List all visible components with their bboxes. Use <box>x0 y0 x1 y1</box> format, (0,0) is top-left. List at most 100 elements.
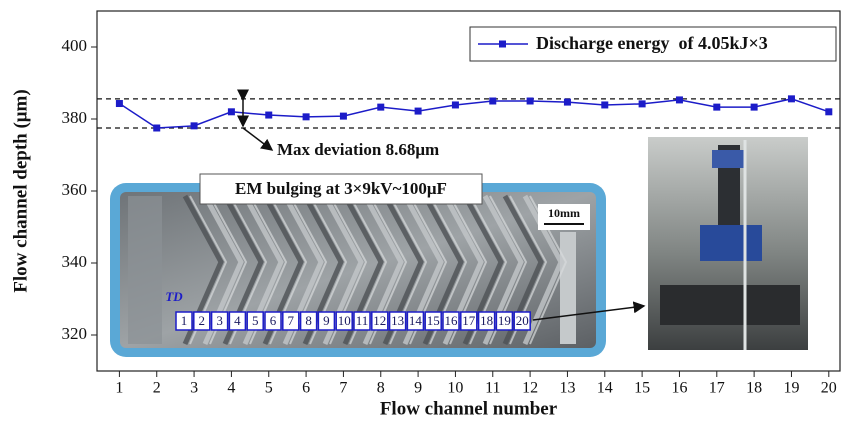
point <box>750 103 758 111</box>
y-tick-label: 360 <box>62 180 88 199</box>
point <box>153 124 161 132</box>
channel-label: 13 <box>391 313 404 328</box>
channel-box <box>477 311 496 331</box>
scale-box <box>538 204 590 230</box>
x-tick-label: 4 <box>227 380 235 397</box>
point <box>302 113 310 121</box>
y-tick-label: 340 <box>62 252 88 271</box>
photo-body <box>700 225 762 261</box>
deviation-pointer <box>242 127 274 151</box>
channel-label: 14 <box>409 313 423 328</box>
point <box>713 103 721 111</box>
point <box>825 108 833 116</box>
x-tick-label: 13 <box>559 380 575 397</box>
channel-label: 3 <box>216 313 223 328</box>
point <box>414 107 422 115</box>
deviation-label: Max deviation 8.68μm <box>277 140 439 159</box>
point <box>227 108 235 116</box>
channel-label: 19 <box>498 313 511 328</box>
photo-edge <box>128 196 162 344</box>
direction-label: TD <box>165 289 183 304</box>
channel-label: 16 <box>445 313 459 328</box>
photo-head <box>712 150 744 168</box>
inset-title: EM bulging at 3×9kV~100μF <box>235 179 447 198</box>
y-tick-label: 400 <box>62 36 88 55</box>
channel-box <box>388 311 407 331</box>
channel-box <box>371 311 389 331</box>
channel-label: 5 <box>252 313 259 328</box>
point <box>787 95 795 103</box>
x-tick-label: 12 <box>522 380 538 397</box>
x-tick-label: 6 <box>302 380 310 397</box>
channel-box <box>495 311 514 331</box>
photo-table <box>660 285 800 325</box>
photo-groove-shade <box>269 195 308 345</box>
y-axis-title: Flow channel depth (μm) <box>10 89 31 292</box>
channel-box <box>193 311 211 331</box>
x-tick-label: 2 <box>153 380 161 397</box>
channel-box <box>175 311 193 331</box>
channel-label: 7 <box>288 313 295 328</box>
legend: Discharge energy of 4.05kJ×3 <box>469 26 837 62</box>
x-tick-label: 17 <box>709 380 725 397</box>
x-tick-label: 8 <box>377 380 385 397</box>
point <box>115 100 123 108</box>
point <box>377 103 385 111</box>
point <box>265 111 273 119</box>
x-tick-label: 9 <box>414 380 422 397</box>
photo-groove <box>522 194 564 346</box>
channel-label: 8 <box>305 313 312 328</box>
channel-box <box>513 311 531 331</box>
photo-groove-shade <box>429 195 468 345</box>
y-tick-label: 380 <box>62 108 88 127</box>
channel-box <box>424 311 442 331</box>
pointer-arrow <box>532 301 646 321</box>
channel-label: 2 <box>199 313 206 328</box>
x-tick-label: 19 <box>783 380 799 397</box>
x-tick-label: 1 <box>115 380 123 397</box>
x-tick-label: 11 <box>485 380 500 397</box>
point <box>526 97 534 105</box>
channel-label: 9 <box>323 313 330 328</box>
channel-box <box>406 311 425 331</box>
x-tick-label: 14 <box>597 380 613 397</box>
channel-box <box>299 311 318 331</box>
channel-box <box>317 311 336 331</box>
machine-photo <box>648 137 808 350</box>
point <box>489 97 497 105</box>
point <box>563 98 571 106</box>
channel-box <box>442 311 460 331</box>
channel-label: 17 <box>462 313 476 328</box>
channel-label: 4 <box>234 313 241 328</box>
scale-bar-label: 10mm <box>548 206 580 220</box>
series-line <box>118 98 830 129</box>
x-tick-label: 15 <box>634 380 650 397</box>
point <box>451 101 459 109</box>
channel-label: 20 <box>516 313 529 328</box>
channel-box <box>228 311 247 331</box>
channel-box <box>282 311 300 331</box>
legend-label: Discharge energy of 4.05kJ×3 <box>536 33 768 53</box>
channel-label: 12 <box>373 313 386 328</box>
point <box>638 100 646 108</box>
channel-label: 1 <box>181 313 188 328</box>
channel-label: 11 <box>356 313 369 328</box>
point <box>339 112 347 120</box>
x-tick-label: 10 <box>447 380 463 397</box>
channel-box <box>353 311 371 331</box>
point <box>601 101 609 109</box>
point <box>190 122 198 130</box>
channel-label: 10 <box>338 313 351 328</box>
x-axis-title: Flow channel number <box>380 398 558 419</box>
channel-box <box>210 311 229 331</box>
channel-box <box>246 311 264 331</box>
channel-label: 15 <box>427 313 440 328</box>
x-tick-label: 18 <box>746 380 762 397</box>
x-tick-label: 20 <box>821 380 837 397</box>
x-tick-label: 3 <box>190 380 198 397</box>
x-tick-label: 16 <box>671 380 687 397</box>
point <box>675 96 683 104</box>
y-tick-label: 320 <box>62 324 88 343</box>
channel-box <box>460 311 478 331</box>
